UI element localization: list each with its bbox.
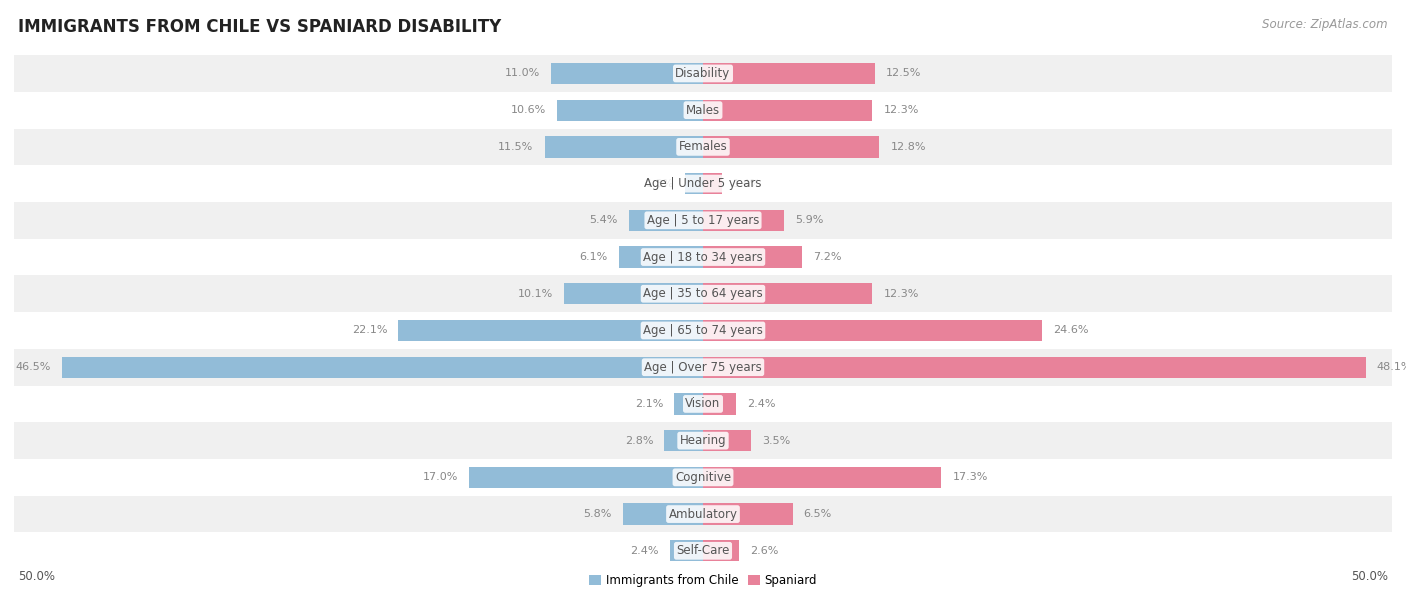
- Text: 1.3%: 1.3%: [645, 179, 673, 188]
- Text: Females: Females: [679, 140, 727, 154]
- Bar: [703, 504, 793, 524]
- Text: 3.5%: 3.5%: [762, 436, 790, 446]
- Text: 12.8%: 12.8%: [890, 142, 927, 152]
- Bar: [703, 467, 942, 488]
- Text: 10.6%: 10.6%: [510, 105, 546, 115]
- Text: Vision: Vision: [685, 397, 721, 411]
- Bar: [468, 467, 703, 488]
- Bar: [14, 165, 1392, 202]
- Text: Source: ZipAtlas.com: Source: ZipAtlas.com: [1263, 18, 1388, 31]
- Text: 50.0%: 50.0%: [18, 570, 55, 583]
- Bar: [14, 55, 1392, 92]
- Text: Ambulatory: Ambulatory: [668, 507, 738, 521]
- Text: 12.3%: 12.3%: [883, 105, 920, 115]
- Text: Males: Males: [686, 103, 720, 117]
- Text: 24.6%: 24.6%: [1053, 326, 1088, 335]
- Bar: [703, 320, 1042, 341]
- Text: Age | Over 75 years: Age | Over 75 years: [644, 360, 762, 374]
- Text: 6.1%: 6.1%: [579, 252, 607, 262]
- Text: 2.1%: 2.1%: [634, 399, 664, 409]
- Bar: [551, 63, 703, 84]
- Bar: [14, 422, 1392, 459]
- Bar: [669, 540, 703, 561]
- Text: Age | 65 to 74 years: Age | 65 to 74 years: [643, 324, 763, 337]
- Bar: [14, 239, 1392, 275]
- Bar: [14, 349, 1392, 386]
- Text: 17.0%: 17.0%: [422, 472, 458, 482]
- Text: Age | 18 to 34 years: Age | 18 to 34 years: [643, 250, 763, 264]
- Bar: [14, 532, 1392, 569]
- Bar: [14, 92, 1392, 129]
- Bar: [628, 210, 703, 231]
- Text: Disability: Disability: [675, 67, 731, 80]
- Bar: [14, 459, 1392, 496]
- Text: 5.8%: 5.8%: [583, 509, 612, 519]
- Text: Age | 5 to 17 years: Age | 5 to 17 years: [647, 214, 759, 227]
- Bar: [14, 386, 1392, 422]
- Text: 12.3%: 12.3%: [883, 289, 920, 299]
- Text: Cognitive: Cognitive: [675, 471, 731, 484]
- Text: 11.0%: 11.0%: [505, 69, 540, 78]
- Bar: [685, 173, 703, 194]
- Text: IMMIGRANTS FROM CHILE VS SPANIARD DISABILITY: IMMIGRANTS FROM CHILE VS SPANIARD DISABI…: [18, 18, 502, 36]
- Text: 5.4%: 5.4%: [589, 215, 617, 225]
- Bar: [623, 504, 703, 524]
- Bar: [703, 63, 875, 84]
- Text: 22.1%: 22.1%: [352, 326, 388, 335]
- Bar: [703, 100, 873, 121]
- Text: 2.4%: 2.4%: [747, 399, 776, 409]
- Bar: [703, 247, 803, 267]
- Bar: [703, 136, 879, 157]
- Text: 11.5%: 11.5%: [498, 142, 533, 152]
- Bar: [564, 283, 703, 304]
- Text: Age | 35 to 64 years: Age | 35 to 64 years: [643, 287, 763, 300]
- Bar: [703, 394, 737, 414]
- Bar: [665, 430, 703, 451]
- Text: 5.9%: 5.9%: [796, 215, 824, 225]
- Bar: [398, 320, 703, 341]
- Text: Self-Care: Self-Care: [676, 544, 730, 558]
- Bar: [703, 283, 873, 304]
- Bar: [557, 100, 703, 121]
- Text: 12.5%: 12.5%: [886, 69, 922, 78]
- Bar: [14, 312, 1392, 349]
- Bar: [703, 210, 785, 231]
- Bar: [673, 394, 703, 414]
- Text: 10.1%: 10.1%: [517, 289, 553, 299]
- Text: 50.0%: 50.0%: [1351, 570, 1388, 583]
- Bar: [703, 357, 1365, 378]
- Bar: [703, 540, 738, 561]
- Bar: [619, 247, 703, 267]
- Bar: [14, 202, 1392, 239]
- Text: 46.5%: 46.5%: [15, 362, 51, 372]
- Bar: [703, 430, 751, 451]
- Text: Age | Under 5 years: Age | Under 5 years: [644, 177, 762, 190]
- Text: 6.5%: 6.5%: [804, 509, 832, 519]
- Text: 48.1%: 48.1%: [1376, 362, 1406, 372]
- Text: 1.4%: 1.4%: [734, 179, 762, 188]
- Text: 2.4%: 2.4%: [630, 546, 659, 556]
- Text: 7.2%: 7.2%: [813, 252, 842, 262]
- Text: Hearing: Hearing: [679, 434, 727, 447]
- Bar: [14, 129, 1392, 165]
- Bar: [14, 496, 1392, 532]
- Bar: [703, 173, 723, 194]
- Text: 2.6%: 2.6%: [749, 546, 779, 556]
- Text: 17.3%: 17.3%: [952, 472, 988, 482]
- Bar: [14, 275, 1392, 312]
- Bar: [544, 136, 703, 157]
- Text: 2.8%: 2.8%: [624, 436, 654, 446]
- Legend: Immigrants from Chile, Spaniard: Immigrants from Chile, Spaniard: [585, 569, 821, 592]
- Bar: [62, 357, 703, 378]
